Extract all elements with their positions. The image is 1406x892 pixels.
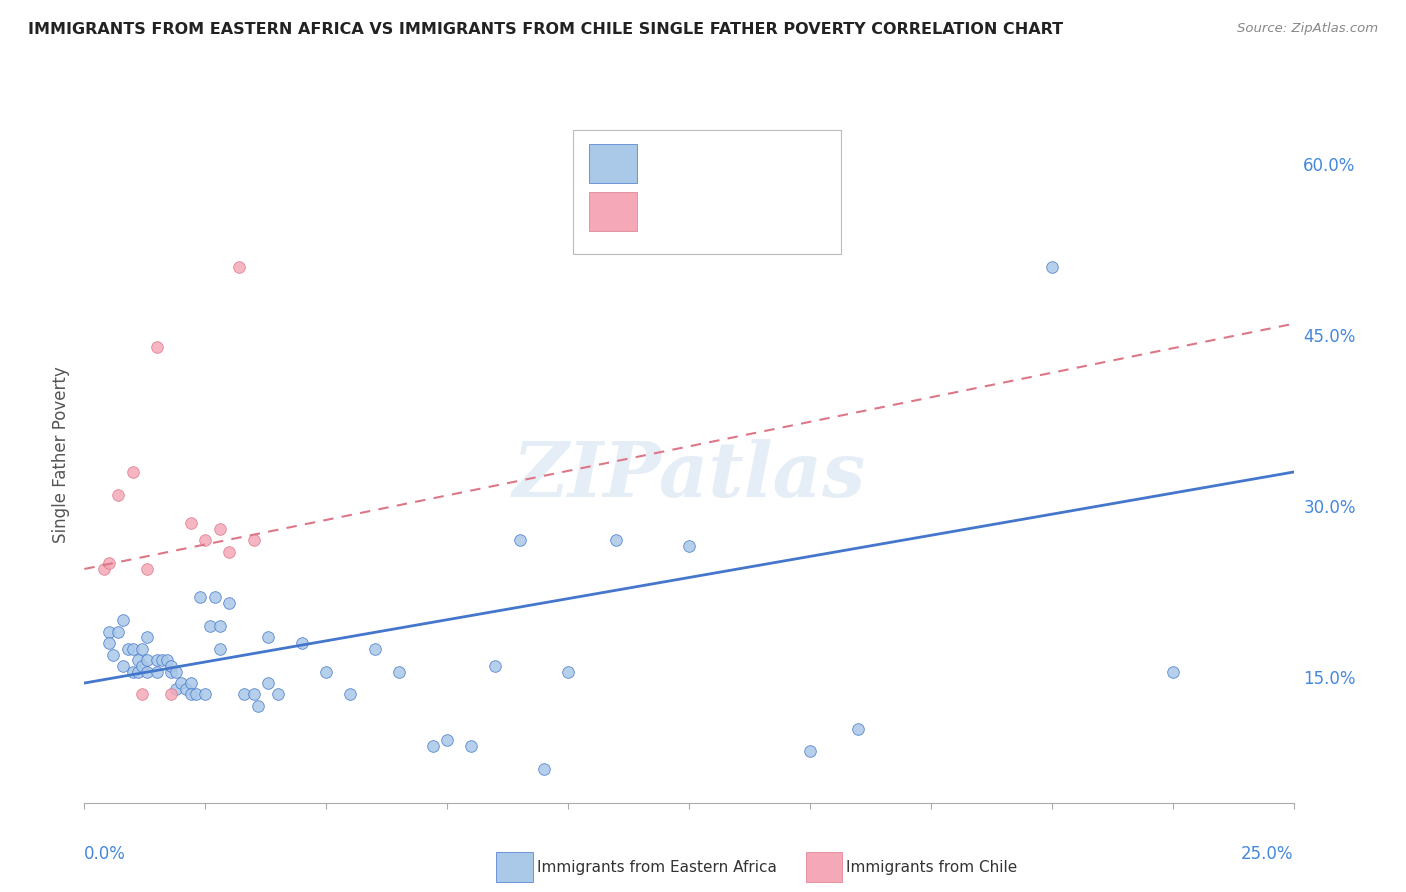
Point <box>388 665 411 679</box>
Point <box>146 340 169 354</box>
Point <box>291 636 314 650</box>
Point <box>93 562 115 576</box>
Point <box>208 522 231 536</box>
Text: ZIPatlas: ZIPatlas <box>512 439 866 513</box>
Text: N =: N = <box>730 138 770 156</box>
Point <box>267 688 290 702</box>
Point <box>242 533 264 548</box>
Point <box>112 613 135 627</box>
Point <box>208 641 231 656</box>
Point <box>228 260 250 274</box>
Point <box>136 665 159 679</box>
Point <box>339 688 361 702</box>
Point <box>112 659 135 673</box>
Point <box>127 665 149 679</box>
Point <box>180 676 202 690</box>
Text: N =: N = <box>730 187 770 205</box>
Point <box>180 688 202 702</box>
Point <box>533 762 555 776</box>
Text: 0.173: 0.173 <box>665 187 723 205</box>
Point <box>1040 260 1063 274</box>
Text: 25.0%: 25.0% <box>1241 845 1294 863</box>
Point <box>257 676 280 690</box>
Text: R =: R = <box>634 138 673 156</box>
Text: R =: R = <box>634 187 673 205</box>
Point <box>136 562 159 576</box>
Point <box>131 659 153 673</box>
Point <box>484 659 506 673</box>
Point <box>194 533 217 548</box>
Point <box>155 653 177 667</box>
Point <box>180 516 202 531</box>
Point <box>146 653 169 667</box>
Point <box>136 631 159 645</box>
Point <box>190 591 212 605</box>
Point <box>218 545 240 559</box>
Point <box>107 488 129 502</box>
Point <box>605 533 627 548</box>
Point <box>97 624 120 639</box>
Point <box>509 533 531 548</box>
Point <box>799 744 821 758</box>
Point <box>97 636 120 650</box>
Point <box>97 556 120 570</box>
Text: Immigrants from Chile: Immigrants from Chile <box>846 860 1018 874</box>
Point <box>1161 665 1184 679</box>
Point <box>204 591 226 605</box>
Point <box>208 619 231 633</box>
Point <box>131 641 153 656</box>
Point <box>198 619 221 633</box>
Point <box>150 653 173 667</box>
Point <box>121 465 143 479</box>
Point <box>436 733 458 747</box>
Point <box>422 739 444 753</box>
Y-axis label: Single Father Poverty: Single Father Poverty <box>52 367 70 543</box>
Point <box>160 659 183 673</box>
Point <box>121 665 143 679</box>
Point <box>103 648 125 662</box>
Point <box>460 739 482 753</box>
Point <box>170 676 193 690</box>
Point <box>107 624 129 639</box>
Text: 60: 60 <box>761 138 786 156</box>
Text: 0.0%: 0.0% <box>84 845 127 863</box>
Point <box>165 665 187 679</box>
Point <box>678 539 700 553</box>
Text: Immigrants from Eastern Africa: Immigrants from Eastern Africa <box>537 860 778 874</box>
Text: 14: 14 <box>761 187 786 205</box>
Point <box>160 688 183 702</box>
Text: Source: ZipAtlas.com: Source: ZipAtlas.com <box>1237 22 1378 36</box>
Point <box>165 681 187 696</box>
Point <box>121 641 143 656</box>
Point <box>233 688 256 702</box>
Point <box>146 665 169 679</box>
Point <box>247 698 270 713</box>
Point <box>257 631 280 645</box>
Point <box>363 641 385 656</box>
Point <box>127 653 149 667</box>
Point <box>136 653 159 667</box>
Point <box>174 681 197 696</box>
Text: IMMIGRANTS FROM EASTERN AFRICA VS IMMIGRANTS FROM CHILE SINGLE FATHER POVERTY CO: IMMIGRANTS FROM EASTERN AFRICA VS IMMIGR… <box>28 22 1063 37</box>
Point <box>218 596 240 610</box>
Point <box>117 641 139 656</box>
Point <box>131 688 153 702</box>
Point <box>194 688 217 702</box>
Point <box>242 688 264 702</box>
Point <box>846 722 869 736</box>
Point <box>557 665 579 679</box>
Point <box>184 688 207 702</box>
Point <box>315 665 337 679</box>
Text: 0.324: 0.324 <box>665 138 723 156</box>
Point <box>160 665 183 679</box>
